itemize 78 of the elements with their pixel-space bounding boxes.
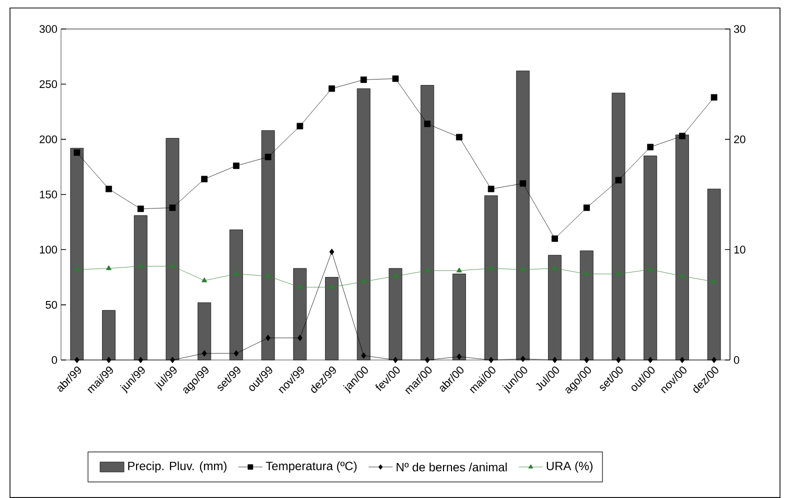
- point: [488, 265, 494, 270]
- point: [234, 350, 239, 357]
- point: [137, 206, 144, 212]
- y-tick-label: 250: [40, 80, 58, 88]
- y-tick-label: 50: [46, 300, 58, 309]
- point: [552, 356, 558, 364]
- point: [138, 356, 144, 364]
- point: [201, 176, 208, 182]
- point: [393, 356, 398, 364]
- point: [647, 144, 654, 150]
- point: [584, 356, 590, 364]
- y-tick-label: 150: [40, 190, 58, 198]
- y2-tick-label: 30: [734, 25, 746, 33]
- legend-label: Nº de bernes /animal: [396, 462, 507, 472]
- point: [424, 120, 431, 128]
- y-tick-label: 100: [40, 246, 58, 254]
- point: [297, 334, 302, 342]
- point: [296, 122, 304, 130]
- point: [456, 353, 462, 360]
- legend-label: Temperatura (ºC): [266, 461, 357, 473]
- point: [679, 132, 686, 140]
- legend-label: Precip. Pluv. (mm): [128, 461, 226, 473]
- point: [520, 180, 526, 187]
- y-tick-label: 0: [52, 356, 58, 364]
- point: [488, 356, 494, 364]
- point: [680, 356, 685, 364]
- point: [106, 265, 112, 270]
- y-tick-label: 200: [40, 135, 58, 144]
- point: [552, 265, 558, 270]
- point: [616, 356, 621, 364]
- point: [679, 272, 686, 278]
- point: [106, 356, 112, 364]
- point: [648, 266, 654, 272]
- point: [488, 186, 494, 192]
- point: [233, 162, 240, 170]
- point: [266, 334, 271, 342]
- point: [392, 272, 398, 278]
- point: [202, 350, 207, 357]
- point: [202, 277, 208, 282]
- point: [456, 267, 462, 272]
- point: [170, 356, 175, 364]
- point: [264, 154, 272, 160]
- point: [138, 263, 144, 268]
- point: [360, 76, 367, 83]
- point: [328, 284, 335, 289]
- point: [74, 266, 80, 272]
- point: [169, 204, 176, 211]
- point: [710, 94, 718, 101]
- point: [329, 248, 334, 256]
- point: [456, 134, 462, 140]
- point: [74, 149, 80, 156]
- y2-tick-label: 20: [734, 135, 746, 144]
- point: [584, 270, 590, 276]
- point: [583, 204, 590, 211]
- y-tick-label: 300: [40, 25, 58, 33]
- legend-label: URA (%): [546, 461, 592, 473]
- point: [392, 75, 399, 82]
- point: [361, 352, 366, 359]
- point: [648, 356, 653, 364]
- point: [360, 278, 366, 284]
- point: [424, 356, 430, 364]
- y2-tick-label: 0: [734, 356, 740, 364]
- point: [170, 263, 176, 268]
- point: [424, 267, 430, 272]
- point: [297, 284, 303, 289]
- point: [520, 266, 526, 272]
- point: [615, 176, 622, 184]
- point: [520, 356, 526, 362]
- point: [106, 186, 112, 192]
- point: [265, 272, 271, 278]
- y2-tick-label: 10: [734, 246, 746, 254]
- point: [616, 270, 622, 276]
- point: [233, 270, 240, 276]
- point: [328, 85, 335, 92]
- point: [552, 235, 558, 242]
- point: [712, 356, 717, 364]
- point: [74, 356, 80, 364]
- point: [711, 278, 717, 284]
